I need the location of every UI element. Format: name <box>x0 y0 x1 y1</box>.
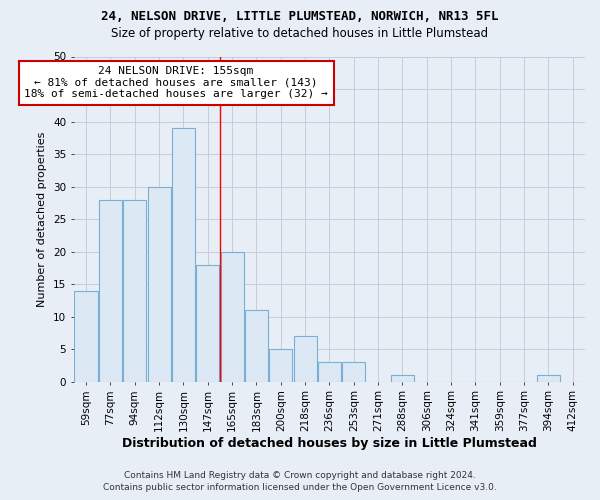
Text: 24, NELSON DRIVE, LITTLE PLUMSTEAD, NORWICH, NR13 5FL: 24, NELSON DRIVE, LITTLE PLUMSTEAD, NORW… <box>101 10 499 23</box>
Bar <box>172 128 195 382</box>
Text: Size of property relative to detached houses in Little Plumstead: Size of property relative to detached ho… <box>112 28 488 40</box>
Bar <box>148 186 170 382</box>
Bar <box>391 375 414 382</box>
Bar <box>245 310 268 382</box>
Bar <box>318 362 341 382</box>
Text: 24 NELSON DRIVE: 155sqm
← 81% of detached houses are smaller (143)
18% of semi-d: 24 NELSON DRIVE: 155sqm ← 81% of detache… <box>24 66 328 100</box>
Bar <box>293 336 317 382</box>
Bar <box>537 375 560 382</box>
Bar <box>74 290 98 382</box>
X-axis label: Distribution of detached houses by size in Little Plumstead: Distribution of detached houses by size … <box>122 437 537 450</box>
Bar <box>269 349 292 382</box>
Bar <box>196 264 220 382</box>
Bar <box>99 200 122 382</box>
Bar <box>221 252 244 382</box>
Bar <box>123 200 146 382</box>
Bar <box>342 362 365 382</box>
Y-axis label: Number of detached properties: Number of detached properties <box>37 132 47 307</box>
Text: Contains HM Land Registry data © Crown copyright and database right 2024.
Contai: Contains HM Land Registry data © Crown c… <box>103 471 497 492</box>
